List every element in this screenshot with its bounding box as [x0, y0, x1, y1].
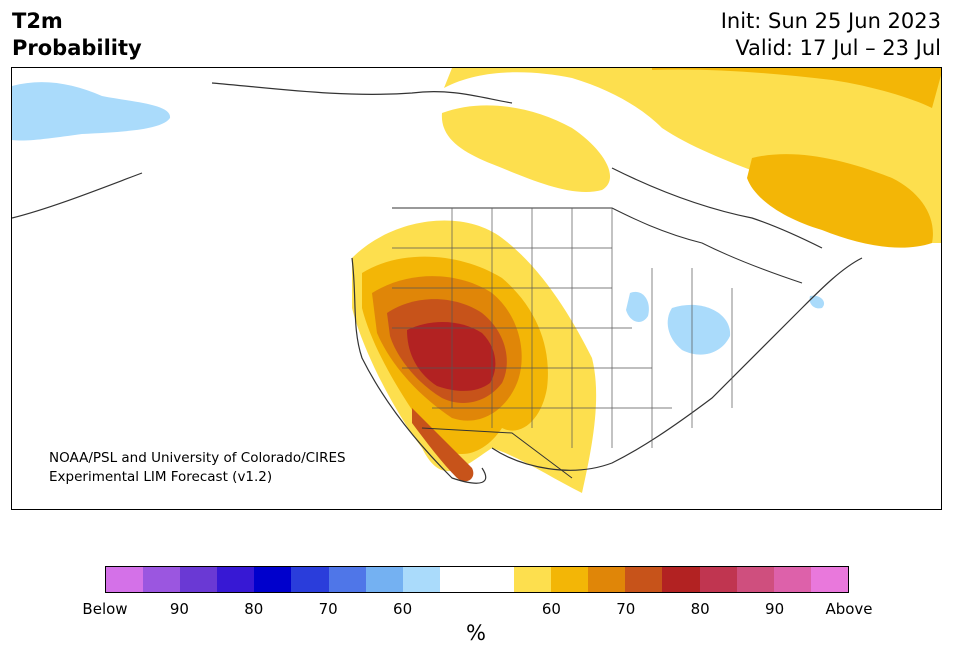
- colorbar-segment: [773, 567, 811, 592]
- colorbar-tick-label: 60: [541, 600, 561, 618]
- title-quantity: Probability: [12, 36, 142, 60]
- colorbar-segment: [217, 567, 255, 592]
- forecast-dates: Init: Sun 25 Jun 2023 Valid: 17 Jul – 23…: [721, 8, 941, 62]
- colorbar-tick-label: 80: [244, 600, 264, 618]
- data-credit: NOAA/PSL and University of Colorado/CIRE…: [49, 449, 346, 487]
- colorbar-tick-label: 60: [393, 600, 413, 618]
- above-normal-region-quebec: [747, 154, 933, 248]
- baja-region: [412, 408, 474, 482]
- colorbar-tick-label: Above: [825, 600, 873, 618]
- colorbar-segment: [662, 567, 700, 592]
- colorbar-tick-label: 70: [616, 600, 636, 618]
- colorbar-segment: [106, 567, 144, 592]
- colorbar-tick-label: 90: [765, 600, 785, 618]
- credit-model: Experimental LIM Forecast (v1.2): [49, 469, 273, 485]
- valid-range: Valid: 17 Jul – 23 Jul: [735, 36, 941, 60]
- forecast-map: [11, 67, 942, 510]
- colorbar-segment: [551, 567, 589, 592]
- below-normal-region-great-lakes: [667, 304, 731, 355]
- colorbar-tick-label: 80: [690, 600, 710, 618]
- colorbar-tick-label: 70: [318, 600, 338, 618]
- colorbar-segment: [291, 567, 329, 592]
- colorbar-segment: [328, 567, 366, 592]
- colorbar-segment: [402, 567, 440, 592]
- mexico-border: [421, 427, 573, 479]
- init-date: Init: Sun 25 Jun 2023: [720, 9, 941, 33]
- colorbar-tick-label: Below: [82, 600, 128, 618]
- colorbar-segment: [625, 567, 663, 592]
- coastline-north-america: [12, 82, 863, 484]
- colorbar-segment: [514, 567, 552, 592]
- below-normal-region-wisconsin: [626, 291, 649, 322]
- above-normal-region-central-canada: [441, 105, 611, 192]
- map-title: T2m Probability: [12, 8, 142, 62]
- credit-organization: NOAA/PSL and University of Colorado/CIRE…: [49, 450, 346, 466]
- colorbar-segment: [810, 567, 848, 592]
- below-normal-region-maine: [809, 295, 825, 309]
- colorbar-unit: %: [466, 621, 486, 645]
- colorbar: [105, 566, 849, 593]
- colorbar-tick-label: 90: [169, 600, 189, 618]
- colorbar-segment: [254, 567, 292, 592]
- map-canvas: [12, 68, 941, 493]
- colorbar-segment: [143, 567, 181, 592]
- colorbar-segment: [439, 567, 477, 592]
- above-normal-region-baffin: [652, 68, 941, 108]
- above-normal-region-core: [407, 322, 496, 391]
- state-borders: [392, 208, 733, 448]
- colorbar-segment: [588, 567, 626, 592]
- country-border-us-canada: [392, 207, 803, 284]
- colorbar-segment: [476, 567, 515, 592]
- colorbar-segment: [699, 567, 737, 592]
- title-variable: T2m: [12, 9, 63, 33]
- below-normal-region-alaska: [12, 82, 171, 141]
- colorbar-segment: [180, 567, 218, 592]
- colorbar-segment: [736, 567, 774, 592]
- colorbar-segment: [365, 567, 403, 592]
